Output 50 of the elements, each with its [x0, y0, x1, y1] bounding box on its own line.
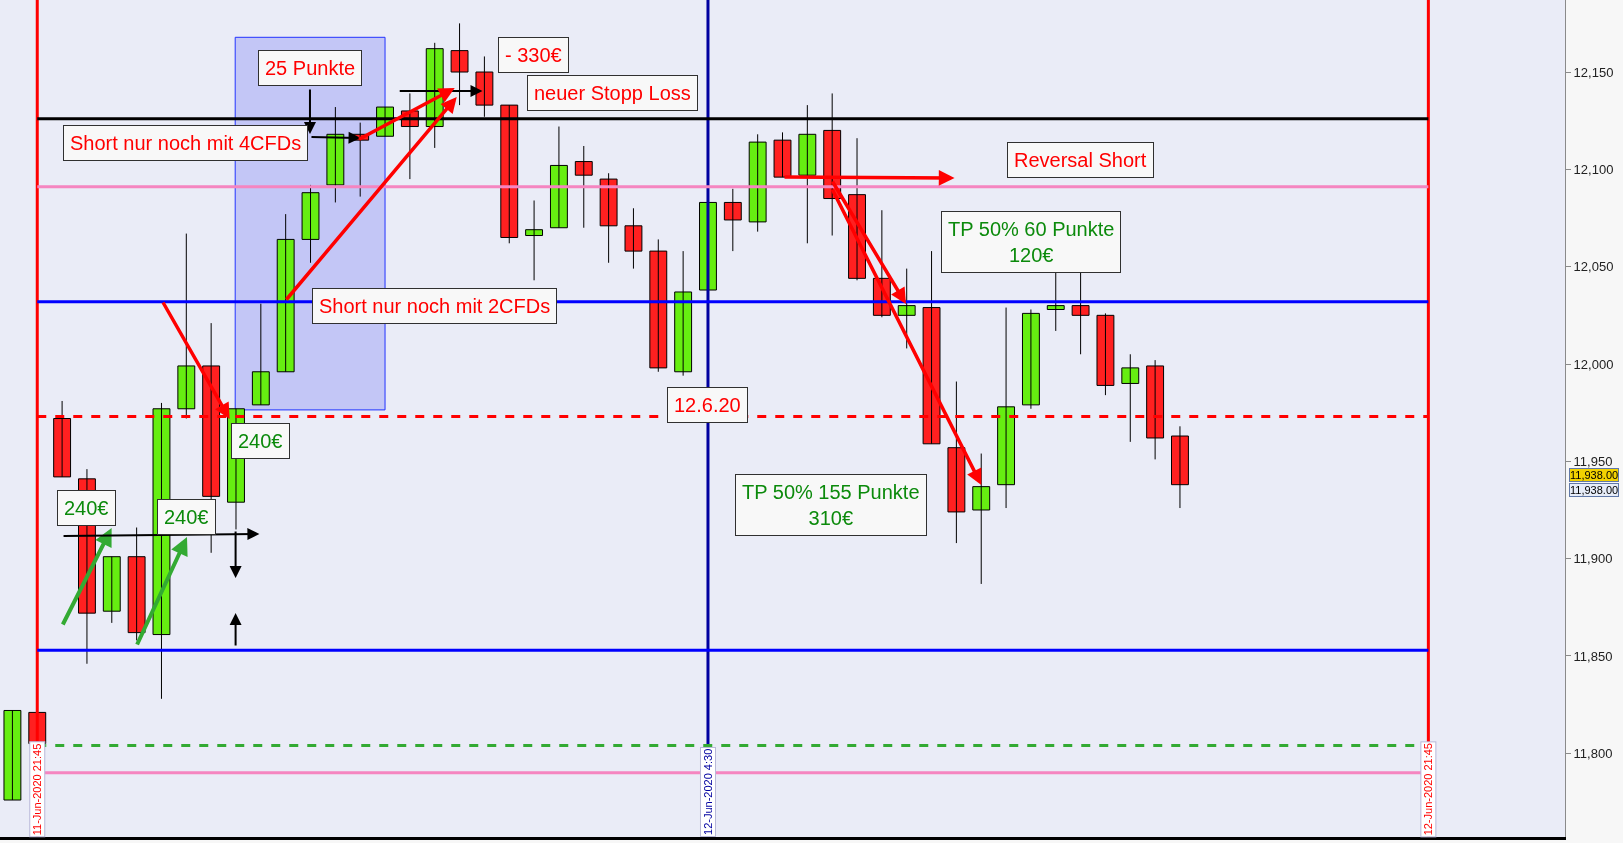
annotation: 12.6.20 [674, 394, 741, 416]
candlestick [177, 233, 196, 419]
candlestick [127, 527, 146, 641]
annotation: - 330€ [505, 44, 562, 66]
x-tick-label: 12-Jun-2020 4:30 [701, 748, 714, 835]
annotation: Short nur noch mit 2CFDs [319, 295, 551, 317]
candlestick [251, 303, 270, 406]
annotation: 240€ [238, 430, 283, 452]
annotation: Short nur noch mit 4CFDs [70, 132, 302, 154]
y-tick-label: 12,100 [1573, 161, 1614, 177]
candlestick [1021, 309, 1040, 410]
candlestick [1046, 272, 1065, 332]
x-tick-label: 12-Jun-2020 21:45 [1422, 743, 1435, 836]
candlestick [102, 556, 121, 624]
candlestick [1121, 353, 1140, 443]
candlestick [723, 188, 742, 252]
y-tick-label: 11,800 [1573, 745, 1613, 761]
candlestick [624, 207, 643, 270]
text: 11,938.00 [1570, 484, 1619, 496]
y-tick-label: 12,050 [1573, 259, 1614, 275]
candlestick [3, 709, 22, 801]
candlestick [773, 131, 792, 178]
annotation: TP 50% 60 Punkte 120€ [948, 218, 1115, 266]
y-tick-label: 11,850 [1573, 648, 1613, 664]
candlestick [649, 238, 668, 373]
candlestick [947, 381, 966, 544]
y-tick-label: 11,900 [1573, 551, 1613, 567]
y-tick-label: 11,950 [1573, 453, 1613, 469]
candlestick [53, 400, 72, 478]
candlestick [525, 199, 544, 281]
x-tick-label: 11-Jun-2020 21:45 [31, 743, 44, 836]
annotation: neuer Stopp Loss [534, 82, 691, 104]
candlestick [748, 133, 767, 233]
annotation: 240€ [64, 497, 109, 519]
text: 11,938.00 [1570, 469, 1619, 481]
candlestick [897, 268, 916, 349]
candlestick [276, 213, 295, 373]
candlestick [922, 250, 941, 445]
annotation: 25 Punkte [265, 57, 356, 79]
candlestick [1071, 272, 1090, 355]
annotation: Reversal Short [1014, 149, 1147, 171]
candlestick [1096, 312, 1115, 396]
annotation: TP 50% 155 Punkte 310€ [742, 481, 920, 529]
candlestick [574, 145, 593, 229]
candlestick [599, 172, 618, 264]
candlestick [1171, 425, 1189, 509]
candlestick [450, 22, 469, 106]
y-tick-label: 12,150 [1573, 64, 1614, 80]
annotation: 240€ [164, 506, 209, 528]
y-tick-label: 12,000 [1573, 356, 1614, 372]
